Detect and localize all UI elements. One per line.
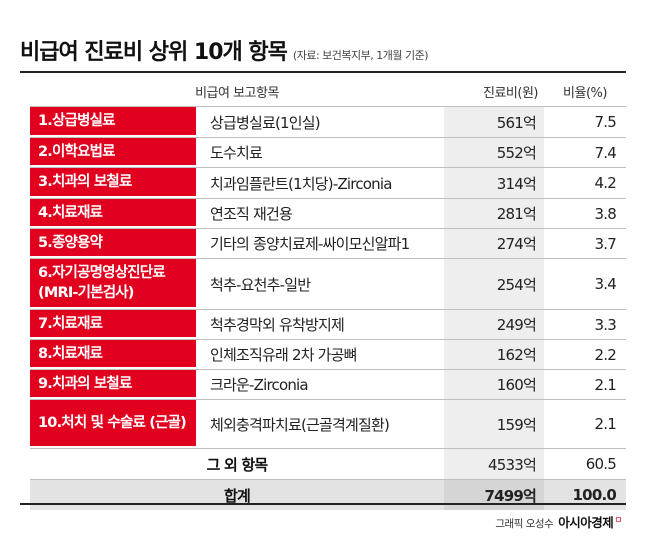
category-cell: 2.이학요법료 [30,138,196,167]
table-row: 10.처치 및 수술료 (근골) 체외충격파치료(근골격계질환) 159억 2.… [30,399,626,448]
other-label: 그 외 항목 [206,455,269,474]
table-row: 2.이학요법료 도수치료 552억 7.4 [30,137,626,167]
page-title: 비급여 진료비 상위 10개 항목 [20,40,288,65]
ratio-cell: 3.3 [594,315,617,334]
cost-cell: 254억 [444,259,544,309]
source-note: (자료: 보건복지부, 1개월 기준) [292,49,429,62]
ratio-cell: 3.8 [594,204,617,223]
category-cell: 10.처치 및 수술료 (근골) [30,400,196,448]
ratio-cell: 3.7 [594,234,617,253]
other-ratio: 60.5 [585,455,617,473]
cost-cell: 314억 [444,168,544,198]
table-header: 비급여 보고항목 진료비(원) 비율(%) [30,76,626,106]
ratio-cell: 7.4 [594,143,617,162]
total-row: 합계 7499억 100.0 [30,479,626,510]
table-row: 5.종양용약 기타의 종양치료제-싸이모신알파1 274억 3.7 [30,228,626,258]
item-cell: 치과임플란트(1치당)-Zirconia [210,174,392,193]
credit: 그래픽 오성수 아시아경제 ㅁ [495,512,622,531]
cost-cell: 162억 [444,340,544,369]
ratio-cell: 7.5 [594,113,617,131]
ratio-cell: 3.4 [594,275,617,293]
item-cell: 연조직 재건용 [210,205,293,223]
other-cost: 4533억 [444,449,544,479]
table-row: 8.치료재료 인체조직유래 2차 가공뼈 162억 2.2 [30,339,626,369]
ratio-cell: 4.2 [594,174,617,192]
brand-logo: 아시아경제 [558,515,614,530]
total-ratio: 100.0 [544,480,626,510]
title-row: 비급여 진료비 상위 10개 항목 (자료: 보건복지부, 1개월 기준) [20,34,429,74]
ratio-cell: 2.2 [594,345,617,364]
item-cell: 기타의 종양치료제-싸이모신알파1 [210,235,410,253]
category-cell: 3.치과의 보철료 [30,168,196,198]
header-ratio: 비율(%) [563,85,607,101]
item-cell: 크라운-Zirconia [210,376,309,394]
cost-cell: 274억 [444,229,544,258]
category-cell: 9.치과의 보철료 [30,370,196,399]
ratio-cell: 2.1 [594,375,617,394]
header-cost: 진료비(원) [483,85,538,101]
data-table: 비급여 보고항목 진료비(원) 비율(%) 1.상급병실료 상급병실료(1인실)… [30,76,626,510]
credit-prefix: 그래픽 오성수 [495,518,554,530]
top-rule [20,71,626,73]
category-cell: 6.자기공명영상진단료 (MRI-기본검사) [30,259,196,309]
item-cell: 척추경막외 유착방지제 [210,316,345,334]
bottom-rule [20,503,626,505]
category-cell: 4.치료재료 [30,199,196,228]
cost-cell: 160억 [444,370,544,399]
category-cell: 8.치료재료 [30,340,196,369]
cost-cell: 249억 [444,310,544,339]
table-row: 9.치과의 보철료 크라운-Zirconia 160억 2.1 [30,369,626,399]
cost-cell: 281억 [444,199,544,228]
total-cost: 7499억 [444,480,544,510]
header-item: 비급여 보고항목 [195,85,279,101]
table-row: 7.치료재료 척추경막외 유착방지제 249억 3.3 [30,309,626,339]
category-cell: 5.종양용약 [30,229,196,258]
cost-cell: 552억 [444,138,544,167]
table-row: 1.상급병실료 상급병실료(1인실) 561억 7.5 [30,106,626,137]
category-cell: 7.치료재료 [30,310,196,339]
table-row: 4.치료재료 연조직 재건용 281억 3.8 [30,198,626,228]
brand-mark-icon: ㅁ [614,516,622,526]
item-cell: 상급병실료(1인실) [210,113,321,132]
item-cell: 도수치료 [210,144,263,162]
table-row: 6.자기공명영상진단료 (MRI-기본검사) 척추-요천추-일반 254억 3.… [30,258,626,309]
category-cell: 1.상급병실료 [30,107,196,137]
cost-cell: 561억 [444,107,544,137]
total-label: 합계 [30,480,444,510]
table-row: 3.치과의 보철료 치과임플란트(1치당)-Zirconia 314억 4.2 [30,167,626,198]
cost-cell: 159억 [444,400,544,448]
ratio-cell: 2.1 [594,415,617,433]
item-cell: 체외충격파치료(근골격계질환) [210,415,390,434]
other-row: 그 외 항목 4533억 60.5 [30,448,626,479]
item-cell: 척추-요천추-일반 [210,275,311,294]
item-cell: 인체조직유래 2차 가공뼈 [210,346,357,364]
